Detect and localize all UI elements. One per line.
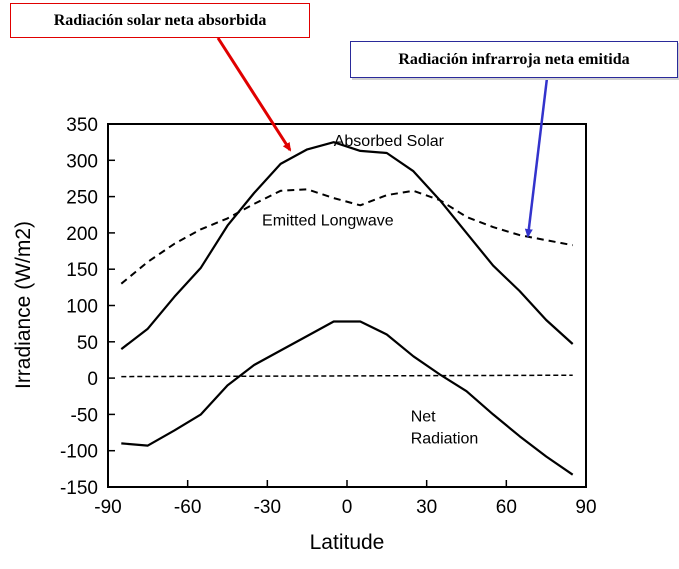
x-tick-label: 90 xyxy=(575,497,596,518)
series-line-net xyxy=(121,320,574,476)
y-tick-label: 300 xyxy=(66,151,98,172)
x-axis-title: Latitude xyxy=(310,531,385,554)
x-tick-label: -60 xyxy=(174,497,201,518)
y-tick-label: -100 xyxy=(60,442,98,463)
infrared-callout: Radiación infrarroja neta emitida xyxy=(350,41,678,78)
y-tick-label: 250 xyxy=(66,188,98,209)
y-tick-label: 200 xyxy=(66,224,98,245)
y-axis: -150 -100 -50 0 50 100 150 200 250 300 350 xyxy=(60,115,115,499)
y-tick-label: 0 xyxy=(87,369,98,390)
y-tick-label: 150 xyxy=(66,260,98,281)
series-labels: Absorbed Solar Emitted Longwave Net Radiati… xyxy=(262,133,478,448)
x-tick-label: 0 xyxy=(342,497,353,518)
x-axis: -90 -60 -30 0 30 60 90 xyxy=(94,480,597,518)
y-tick-label: -150 xyxy=(60,478,98,499)
x-tick-label: 60 xyxy=(496,497,517,518)
series-line-emitted-longwave xyxy=(120,188,573,285)
infrared-callout-arrow xyxy=(524,77,549,238)
series-layer xyxy=(120,141,574,476)
solar-callout: Radiación solar neta absorbida xyxy=(10,3,310,38)
y-axis-title: Irradiance (W/m2) xyxy=(12,221,35,389)
zero-reference-line xyxy=(121,374,573,378)
y-tick-label: 50 xyxy=(77,333,98,354)
x-tick-label: -30 xyxy=(254,497,281,518)
y-tick-label: 100 xyxy=(66,297,98,318)
series-label: Net Radiation xyxy=(411,409,479,448)
series-label: Absorbed Solar xyxy=(334,133,445,150)
series-line-absorbed-solar xyxy=(120,141,574,350)
solar-callout-arrow xyxy=(216,37,292,152)
x-tick-label: 30 xyxy=(416,497,437,518)
series-label: Emitted Longwave xyxy=(262,213,394,230)
y-tick-label: -50 xyxy=(71,405,98,426)
y-tick-label: 350 xyxy=(66,115,98,136)
x-tick-label: -90 xyxy=(94,497,121,518)
